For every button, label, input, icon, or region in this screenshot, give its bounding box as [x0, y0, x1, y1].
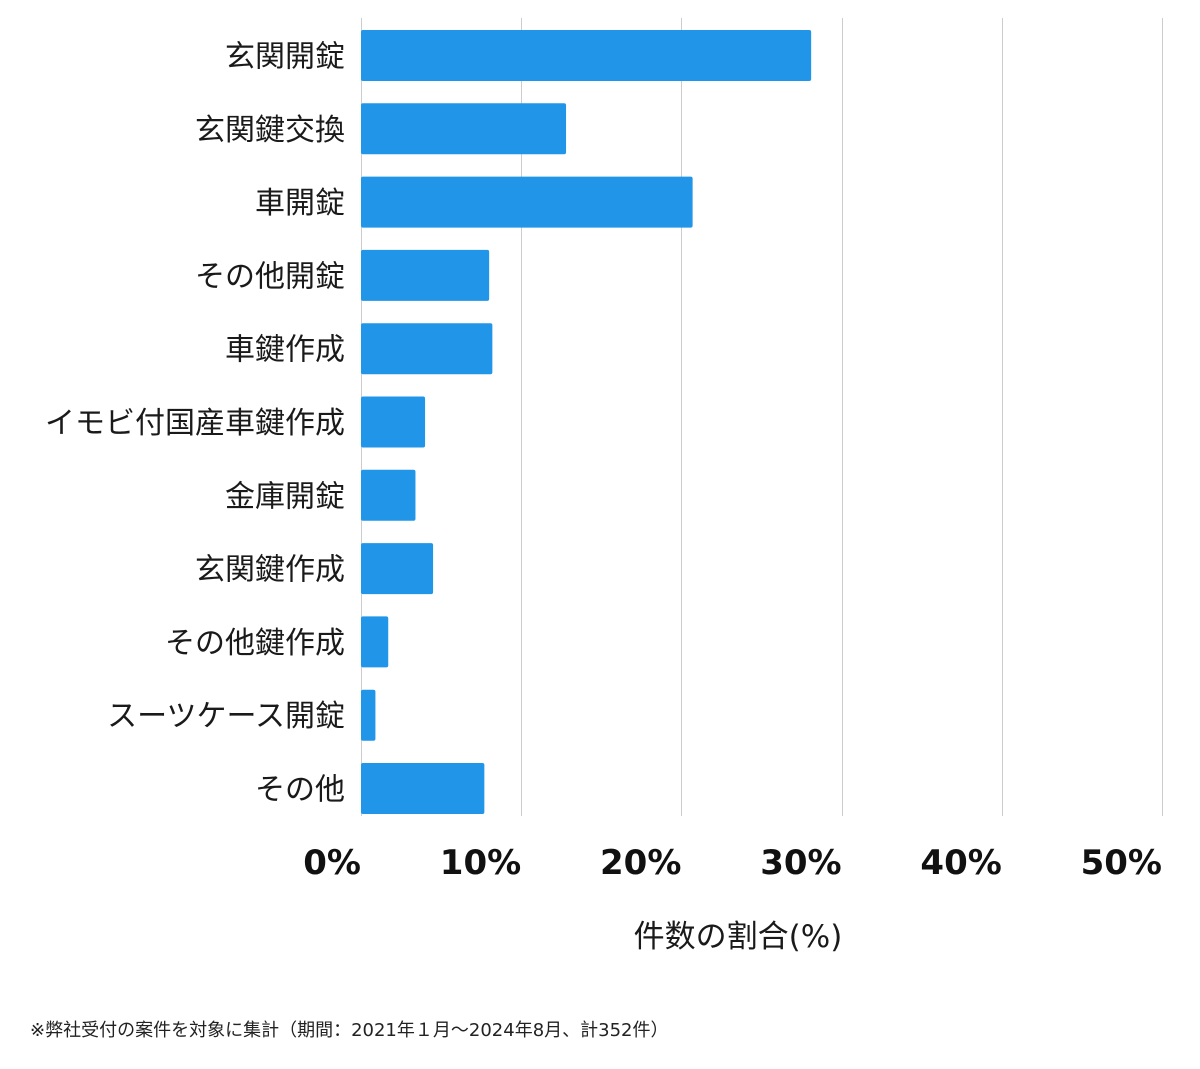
x-tick-label: 30%	[760, 843, 841, 883]
category-label: 車開錠	[255, 186, 345, 221]
bar	[361, 103, 567, 155]
bar	[361, 323, 493, 375]
category-label: 玄関開錠	[225, 40, 345, 75]
category-label: イモビ付国産車鍵作成	[45, 406, 345, 441]
bar	[361, 176, 693, 228]
x-tick-label: 20%	[600, 843, 681, 883]
x-tick-label: 50%	[1081, 843, 1162, 883]
category-label: 玄関鍵交換	[195, 113, 345, 148]
bar	[361, 689, 376, 741]
bar	[361, 543, 434, 595]
bar	[361, 616, 389, 668]
category-label: その他鍵作成	[165, 626, 345, 661]
x-axis-title: 件数の割合(%)	[634, 919, 843, 955]
category-labels: 玄関開錠玄関鍵交換車開錠その他開錠車鍵作成イモビ付国産車鍵作成金庫開錠玄関鍵作成…	[45, 40, 345, 808]
bar	[361, 249, 490, 301]
category-label: その他開錠	[195, 259, 345, 294]
category-label: 玄関鍵作成	[195, 553, 345, 588]
bar	[361, 30, 812, 81]
footnote: ※弊社受付の案件を対象に集計（期間：2021年１月〜2024年8月、計352件）	[30, 1020, 669, 1041]
category-label: 車鍵作成	[225, 333, 345, 368]
bar	[361, 763, 485, 814]
x-tick-label: 0%	[303, 843, 361, 883]
bars	[361, 30, 812, 814]
category-label: 金庫開錠	[225, 479, 345, 514]
bar	[361, 469, 416, 521]
category-label: スーツケース開錠	[107, 699, 345, 734]
x-tick-label: 10%	[440, 843, 521, 883]
x-tick-labels: 0% 10% 20% 30% 40% 50%	[303, 843, 1162, 883]
x-tick-label: 40%	[920, 843, 1001, 883]
category-label: その他	[255, 773, 345, 808]
bar	[361, 396, 426, 448]
